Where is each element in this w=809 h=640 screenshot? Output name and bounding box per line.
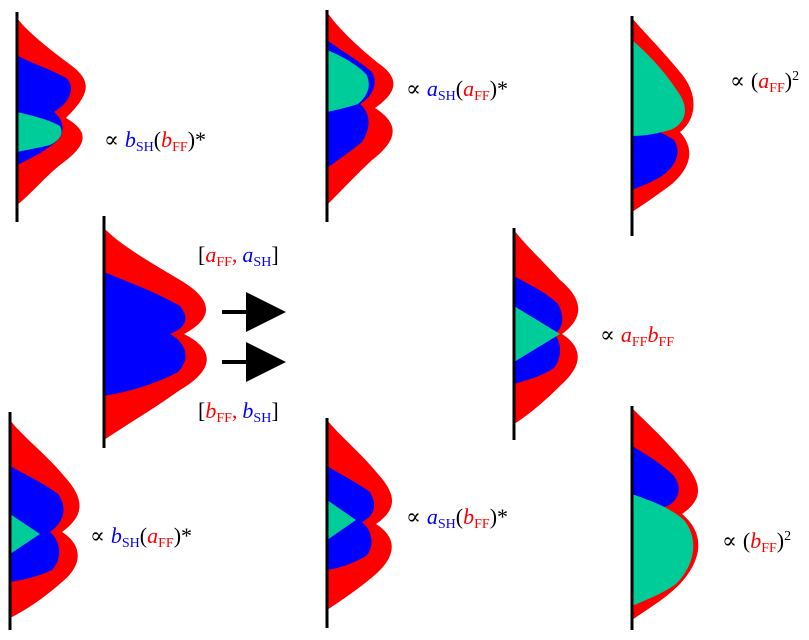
panel-input-fields — [102, 216, 286, 448]
label-bff-squared: ∝ (bFF)2 — [722, 528, 791, 556]
label-bsh-bff-conj: ∝ bSH(bFF)* — [104, 127, 206, 155]
blue-field-profile — [10, 466, 64, 582]
panel-bsh-aff-conj — [8, 412, 80, 630]
panel-aff-bff — [512, 228, 579, 440]
panel-aff-squared — [630, 16, 694, 236]
panel-bsh-bff-conj — [15, 12, 86, 222]
blue-field-profile — [632, 446, 679, 512]
green-overlap — [327, 500, 356, 540]
label-bsh-aff-conj: ∝ bSH(aFF)* — [90, 523, 192, 551]
green-overlap — [632, 494, 694, 606]
label-input-b: [bFF, bSH] — [198, 398, 279, 426]
blue-field-profile — [104, 272, 186, 396]
green-overlap — [17, 112, 62, 152]
label-aff-bff: ∝ aFFbFF — [600, 322, 674, 350]
label-ash-aff-conj: ∝ aSH(aFF)* — [406, 76, 508, 104]
green-overlap — [632, 40, 685, 136]
blue-field-profile — [632, 120, 678, 190]
label-aff-squared: ∝ (aFF)2 — [730, 68, 799, 96]
green-overlap — [327, 50, 369, 112]
panel-ash-aff-conj — [325, 10, 394, 222]
panel-ash-bff-conj — [325, 418, 393, 628]
label-input-a: [aFF, aSH] — [198, 242, 279, 270]
label-ash-bff-conj: ∝ aSH(bFF)* — [406, 504, 508, 532]
green-overlap — [514, 306, 560, 362]
panel-bff-squared — [630, 406, 699, 630]
green-overlap — [10, 514, 40, 554]
